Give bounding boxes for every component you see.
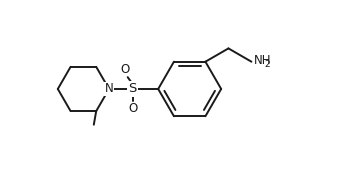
Text: O: O xyxy=(120,63,129,76)
Text: O: O xyxy=(128,102,137,115)
Text: N: N xyxy=(105,82,113,96)
Text: NH: NH xyxy=(253,54,271,67)
Text: 2: 2 xyxy=(265,60,270,69)
Text: S: S xyxy=(129,82,137,96)
Text: N: N xyxy=(105,82,113,96)
